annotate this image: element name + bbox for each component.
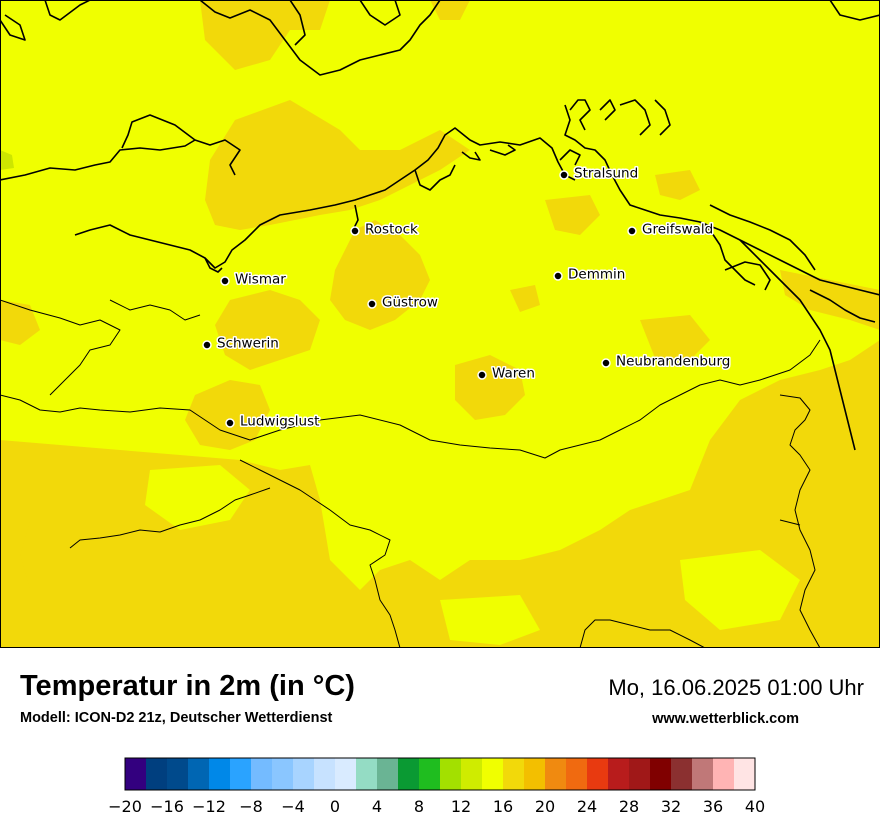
color-swatch bbox=[293, 758, 315, 790]
color-swatch bbox=[335, 758, 357, 790]
tick-label: 4 bbox=[372, 797, 382, 816]
tick-labels: −20 −16 −12 −8 −4 0 4 8 12 16 20 24 28 32 36 40 bbox=[108, 797, 765, 816]
forecast-datetime: Mo, 16.06.2025 01:00 Uhr bbox=[608, 675, 864, 700]
city-marker: Wismar bbox=[220, 270, 288, 289]
tick-label: 0 bbox=[330, 797, 340, 816]
svg-text:Rostock: Rostock bbox=[365, 222, 418, 238]
svg-text:Güstrow: Güstrow bbox=[382, 295, 438, 311]
svg-text:Greifswald: Greifswald bbox=[642, 222, 713, 238]
svg-text:Waren: Waren bbox=[492, 366, 535, 382]
svg-text:Ludwigslust: Ludwigslust bbox=[240, 414, 319, 430]
color-swatch bbox=[377, 758, 399, 790]
color-swatch bbox=[188, 758, 210, 790]
scale-frame bbox=[124, 757, 756, 791]
city-markers: Stralsund Rostock Greifswald Wismar Demm… bbox=[202, 164, 732, 431]
city-marker: Rostock bbox=[350, 220, 420, 239]
border-lines bbox=[0, 299, 821, 648]
warm-temperature-areas bbox=[0, 0, 880, 648]
temperature-map: Stralsund Rostock Greifswald Wismar Demm… bbox=[0, 0, 880, 648]
color-swatch bbox=[230, 758, 252, 790]
color-swatch bbox=[650, 758, 672, 790]
tick-label: −20 bbox=[108, 797, 142, 816]
color-swatch bbox=[545, 758, 567, 790]
temperature-color-scale: −20 −16 −12 −8 −4 0 4 8 12 16 20 24 28 32 36 40 bbox=[108, 757, 765, 816]
svg-text:Neubrandenburg: Neubrandenburg bbox=[616, 354, 730, 370]
tick-label: −12 bbox=[192, 797, 226, 816]
color-swatch bbox=[524, 758, 546, 790]
color-swatch bbox=[671, 758, 693, 790]
color-swatch bbox=[272, 758, 294, 790]
model-subtitle: Modell: ICON-D2 21z, Deutscher Wetterdie… bbox=[20, 710, 333, 726]
color-swatch bbox=[713, 758, 735, 790]
city-marker: Demmin bbox=[553, 265, 627, 284]
yellow-pockets bbox=[145, 410, 800, 645]
tick-label: 20 bbox=[535, 797, 555, 816]
city-marker: Ludwigslust bbox=[225, 412, 321, 431]
svg-text:Demmin: Demmin bbox=[568, 267, 625, 283]
city-marker: Waren bbox=[477, 364, 536, 383]
color-swatch bbox=[146, 758, 168, 790]
color-swatch bbox=[503, 758, 525, 790]
color-swatch bbox=[398, 758, 420, 790]
city-marker: Güstrow bbox=[367, 293, 439, 312]
map-title: Temperatur in 2m (in °C) bbox=[20, 670, 355, 702]
tick-label: −4 bbox=[281, 797, 305, 816]
tick-label: 16 bbox=[493, 797, 513, 816]
color-swatches bbox=[125, 758, 756, 790]
tick-label: 24 bbox=[577, 797, 597, 816]
color-swatch bbox=[440, 758, 462, 790]
color-swatch bbox=[587, 758, 609, 790]
color-swatch bbox=[125, 758, 147, 790]
color-swatch bbox=[461, 758, 483, 790]
color-swatch bbox=[692, 758, 714, 790]
city-marker: Greifswald bbox=[627, 220, 715, 239]
tick-label: 36 bbox=[703, 797, 723, 816]
tick-label: 8 bbox=[414, 797, 424, 816]
color-swatch bbox=[209, 758, 231, 790]
color-swatch bbox=[251, 758, 273, 790]
city-marker: Schwerin bbox=[202, 334, 280, 353]
color-swatch bbox=[314, 758, 336, 790]
color-swatch bbox=[629, 758, 651, 790]
svg-text:Stralsund: Stralsund bbox=[574, 166, 638, 182]
svg-text:Schwerin: Schwerin bbox=[217, 336, 279, 352]
cool-patch bbox=[0, 150, 14, 170]
city-marker: Neubrandenburg bbox=[601, 352, 732, 371]
tick-label: 28 bbox=[619, 797, 639, 816]
color-swatch bbox=[356, 758, 378, 790]
color-swatch bbox=[419, 758, 441, 790]
color-swatch bbox=[734, 758, 756, 790]
color-swatch bbox=[608, 758, 630, 790]
source-link[interactable]: www.wetterblick.com bbox=[652, 711, 799, 727]
tick-label: 40 bbox=[745, 797, 765, 816]
city-marker: Stralsund bbox=[559, 164, 640, 183]
svg-text:Wismar: Wismar bbox=[235, 272, 286, 288]
tick-label: 12 bbox=[451, 797, 471, 816]
color-swatch bbox=[566, 758, 588, 790]
tick-label: 32 bbox=[661, 797, 681, 816]
color-swatch bbox=[482, 758, 504, 790]
tick-label: −16 bbox=[150, 797, 184, 816]
color-swatch bbox=[167, 758, 189, 790]
tick-label: −8 bbox=[239, 797, 263, 816]
coastline bbox=[0, 0, 880, 451]
